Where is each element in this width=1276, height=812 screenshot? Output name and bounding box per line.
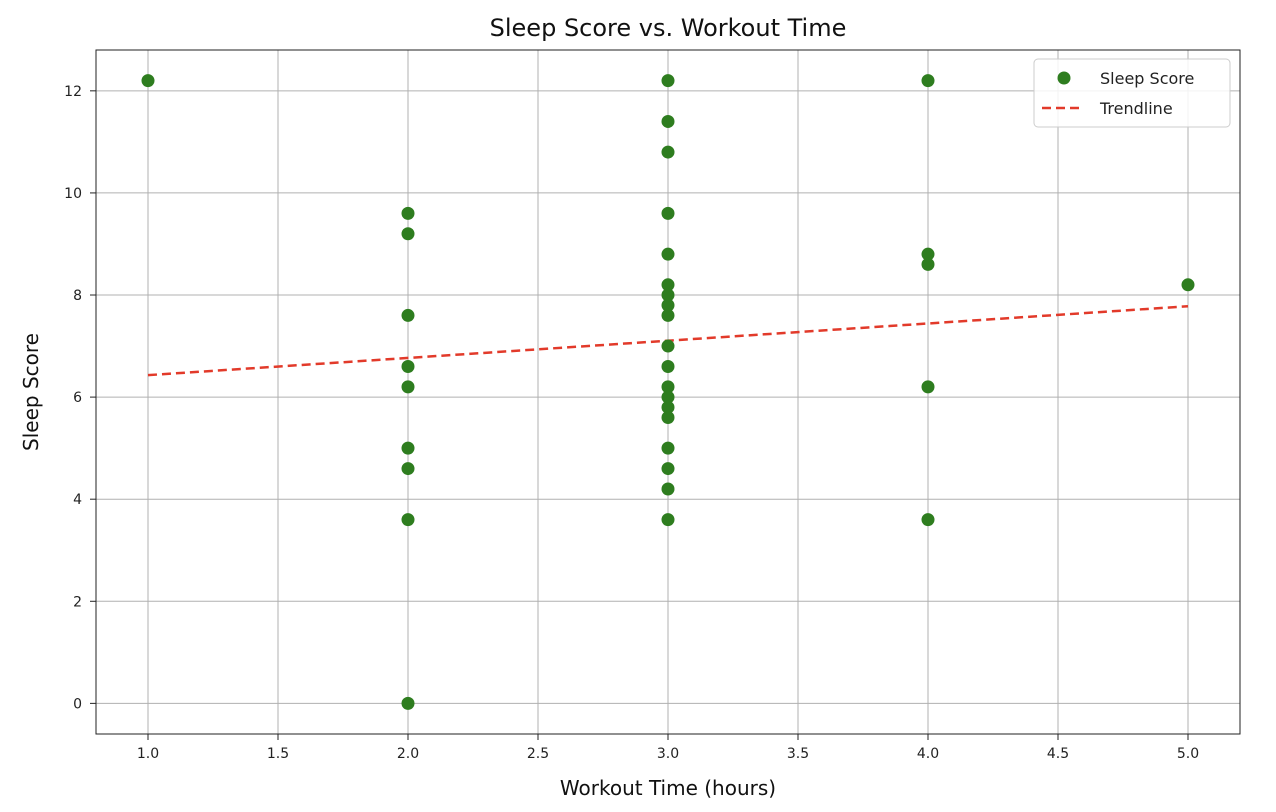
y-tick-label: 12 [64,84,82,100]
y-tick-label: 0 [73,696,82,712]
legend: Sleep Score Trendline [1033,58,1231,128]
data-point [661,380,675,394]
data-point [401,227,415,241]
y-tick-label: 10 [64,186,82,202]
series-layer [141,74,1195,710]
x-tick-label: 4.5 [1047,746,1069,762]
data-point [661,278,675,292]
x-tick-label: 1.5 [267,746,289,762]
legend-label: Sleep Score [1100,69,1194,88]
data-point [661,411,675,425]
data-point [401,696,415,710]
data-point [661,339,675,353]
ticks: 1.0 1.5 2.0 2.5 3.0 3.5 4.0 4.5 5.0 0 2 4 6 8 10 12 [64,84,1199,762]
chart-title: Sleep Score vs. Workout Time [490,14,847,42]
data-point [661,462,675,476]
data-point [661,145,675,159]
data-point [921,257,935,271]
data-point [401,206,415,220]
y-tick-label: 8 [73,288,82,304]
data-point [661,482,675,496]
x-axis-label: Workout Time (hours) [560,776,776,800]
data-point [141,74,155,88]
x-tick-label: 2.0 [397,746,419,762]
y-tick-label: 6 [73,390,82,406]
data-point [921,513,935,527]
x-tick-label: 1.0 [137,746,159,762]
data-point [401,441,415,455]
y-tick-label: 4 [73,492,82,508]
data-point [661,247,675,261]
data-point [661,298,675,312]
data-point [1181,278,1195,292]
data-point [661,390,675,404]
data-point [661,513,675,527]
data-point [401,308,415,322]
legend-label: Trendline [1099,99,1173,118]
y-axis-label: Sleep Score [19,333,43,451]
x-tick-label: 4.0 [917,746,939,762]
x-tick-label: 2.5 [527,746,549,762]
data-point [401,462,415,476]
y-tick-label: 2 [73,594,82,610]
data-point [921,380,935,394]
data-point [401,380,415,394]
legend-box [1033,58,1231,128]
data-point [661,308,675,322]
x-tick-label: 5.0 [1177,746,1199,762]
legend-marker-sleep-score [1057,71,1071,85]
data-point [661,400,675,414]
x-tick-label: 3.0 [657,746,679,762]
data-point [661,74,675,88]
data-point [661,288,675,302]
data-point [661,114,675,128]
data-point [921,247,935,261]
x-tick-label: 3.5 [787,746,809,762]
data-point [661,359,675,373]
data-point [401,513,415,527]
data-point [661,206,675,220]
data-point [921,74,935,88]
data-point [661,441,675,455]
data-point [401,359,415,373]
